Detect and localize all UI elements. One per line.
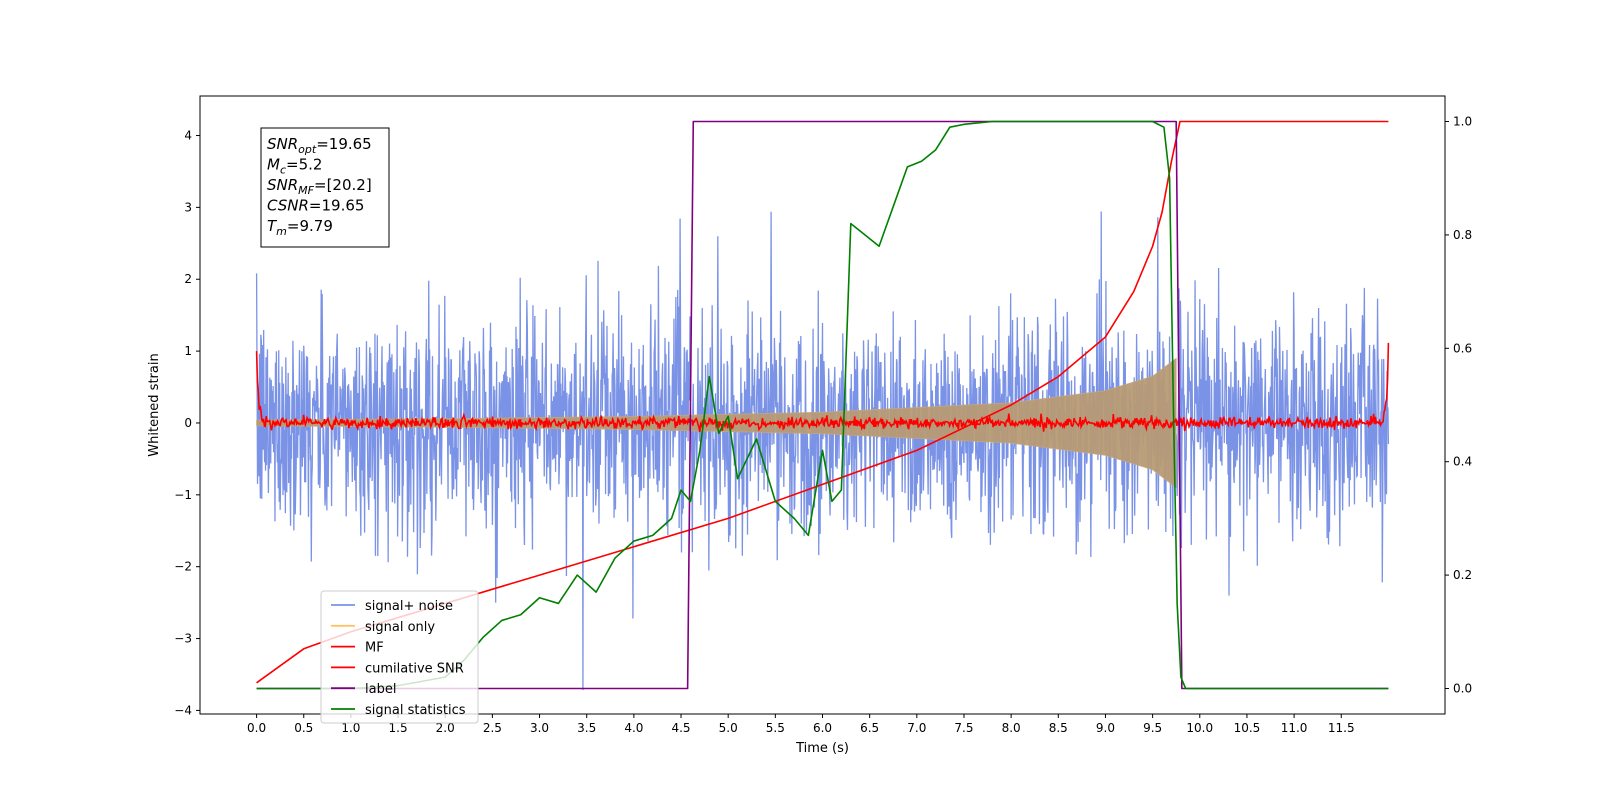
legend-entry: label xyxy=(365,682,396,697)
x-tick-label: 10.5 xyxy=(1234,721,1261,735)
annotation-line: SNRMF=[20.2] xyxy=(267,176,372,197)
legend-entry: signal statistics xyxy=(365,703,466,718)
annotation-value: =19.65 xyxy=(316,135,372,153)
y-tick-label: −1 xyxy=(174,488,192,502)
y-axis-label: Whitened strain xyxy=(147,353,162,456)
annotation-subscript: opt xyxy=(298,143,317,156)
x-tick-label: 6.5 xyxy=(860,721,879,735)
y-tick-label: −3 xyxy=(174,632,192,646)
annotation-value: =5.2 xyxy=(286,156,322,174)
x-tick-label: 0.5 xyxy=(294,721,313,735)
x-tick-label: 5.0 xyxy=(719,721,738,735)
annotation-value: =9.79 xyxy=(287,217,333,235)
x-tick-label: 7.0 xyxy=(907,721,926,735)
annotation-subscript: MF xyxy=(298,184,314,197)
x-tick-label: 4.0 xyxy=(624,721,643,735)
y2-tick-label: 0.2 xyxy=(1453,568,1472,582)
annotation-frame xyxy=(260,127,390,248)
legend-entry: cumilative SNR xyxy=(365,661,464,676)
x-tick-label: 2.0 xyxy=(436,721,455,735)
annotation-symbol: SNR xyxy=(267,176,298,194)
annotation-symbol: CSNR xyxy=(267,197,309,215)
x-tick-label: 1.0 xyxy=(341,721,360,735)
x-tick-label: 5.5 xyxy=(766,721,785,735)
x-tick-label: 8.5 xyxy=(1049,721,1068,735)
y-tick-label: −4 xyxy=(174,703,192,717)
x-tick-label: 8.0 xyxy=(1002,721,1021,735)
legend: signal+ noise signal only MF cumilative SNR… xyxy=(320,590,479,724)
x-tick-label: 0.0 xyxy=(247,721,266,735)
annotation-symbol: SNR xyxy=(267,135,298,153)
annotation-line: CSNR=19.65 xyxy=(267,197,364,215)
x-tick-label: 11.0 xyxy=(1281,721,1308,735)
annotation-symbol: M xyxy=(267,156,280,174)
annotation-subscript: m xyxy=(276,225,287,238)
legend-frame xyxy=(320,590,479,724)
y2-tick-label: 0.0 xyxy=(1453,681,1472,695)
annotation-line: Tm=9.79 xyxy=(267,217,333,238)
y-tick-label: 0 xyxy=(184,416,192,430)
series-signal-noise xyxy=(255,211,1390,691)
y-tick-label: 3 xyxy=(184,200,192,214)
annotation-line: Mc=5.2 xyxy=(267,156,322,177)
y2-tick-label: 1.0 xyxy=(1453,115,1472,129)
annotation-value: =19.65 xyxy=(309,197,365,215)
y-axis-left: −4 −3 −2 −1 0 1 2 3 4 xyxy=(174,129,200,717)
y2-tick-label: 0.8 xyxy=(1453,228,1472,242)
series-signal-statistics xyxy=(256,120,1389,690)
x-tick-label: 9.0 xyxy=(1096,721,1115,735)
x-tick-label: 9.5 xyxy=(1143,721,1162,735)
y2-tick-label: 0.4 xyxy=(1453,455,1472,469)
x-tick-label: 3.0 xyxy=(530,721,549,735)
x-tick-label: 1.5 xyxy=(389,721,408,735)
legend-entry: signal+ noise xyxy=(365,599,453,614)
annotation-box: SNRopt=19.65Mc=5.2SNRMF=[20.2]CSNR=19.65… xyxy=(260,127,390,248)
x-tick-label: 11.5 xyxy=(1328,721,1355,735)
y-tick-label: 1 xyxy=(184,344,192,358)
x-tick-label: 6.0 xyxy=(813,721,832,735)
y-axis-right: 0.0 0.2 0.4 0.6 0.8 1.0 xyxy=(1445,115,1472,695)
series-mf xyxy=(255,342,1390,433)
annotation-subscript: c xyxy=(280,164,286,177)
x-tick-label: 4.5 xyxy=(671,721,690,735)
y-tick-label: 4 xyxy=(184,129,192,143)
y2-tick-label: 0.6 xyxy=(1453,341,1472,355)
x-axis: 0.0 0.5 1.0 1.5 2.0 2.5 3.0 3.5 4.0 4.5 5.0 5.5 6.0 6… xyxy=(247,714,1355,735)
x-tick-label: 10.0 xyxy=(1186,721,1213,735)
y-tick-label: −2 xyxy=(174,560,192,574)
annotation-symbol: T xyxy=(267,217,278,235)
x-tick-label: 2.5 xyxy=(483,721,502,735)
annotation-value: =[20.2] xyxy=(314,176,372,194)
x-axis-label: Time (s) xyxy=(795,741,849,756)
annotation-line: SNRopt=19.65 xyxy=(267,135,372,156)
legend-entry: MF xyxy=(365,641,384,656)
y-tick-label: 2 xyxy=(184,272,192,286)
legend-entry: signal only xyxy=(365,620,435,635)
x-tick-label: 7.5 xyxy=(954,721,973,735)
x-tick-label: 3.5 xyxy=(577,721,596,735)
